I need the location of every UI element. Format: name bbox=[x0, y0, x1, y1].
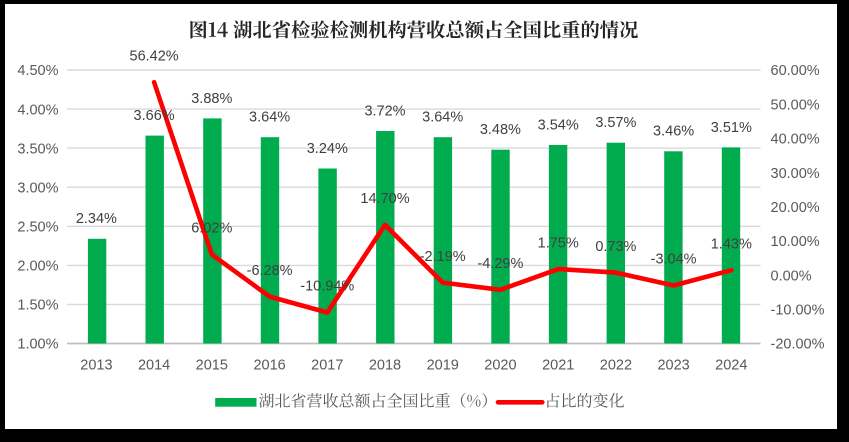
svg-text:3.72%: 3.72% bbox=[364, 103, 405, 119]
svg-text:-20.00%: -20.00% bbox=[771, 337, 825, 353]
svg-text:2013: 2013 bbox=[80, 358, 112, 374]
svg-text:1.75%: 1.75% bbox=[538, 235, 579, 251]
svg-text:3.51%: 3.51% bbox=[711, 120, 752, 136]
svg-text:6.02%: 6.02% bbox=[191, 221, 232, 237]
svg-text:3.00%: 3.00% bbox=[17, 180, 58, 196]
svg-text:14.70%: 14.70% bbox=[360, 191, 409, 207]
svg-text:3.66%: 3.66% bbox=[134, 108, 175, 124]
svg-text:1.43%: 1.43% bbox=[711, 236, 752, 252]
svg-text:3.64%: 3.64% bbox=[249, 110, 290, 126]
svg-text:2023: 2023 bbox=[657, 358, 689, 374]
svg-text:30.00%: 30.00% bbox=[771, 166, 820, 182]
svg-text:2021: 2021 bbox=[542, 358, 574, 374]
svg-text:2018: 2018 bbox=[369, 358, 401, 374]
svg-text:2.00%: 2.00% bbox=[17, 259, 58, 275]
svg-text:4.00%: 4.00% bbox=[17, 102, 58, 118]
svg-text:2.34%: 2.34% bbox=[76, 211, 117, 227]
svg-text:3.48%: 3.48% bbox=[480, 122, 521, 138]
svg-text:20.00%: 20.00% bbox=[771, 200, 820, 216]
svg-text:3.24%: 3.24% bbox=[307, 141, 348, 157]
svg-text:3.64%: 3.64% bbox=[422, 110, 463, 126]
svg-text:50.00%: 50.00% bbox=[771, 97, 820, 113]
svg-text:60.00%: 60.00% bbox=[771, 63, 820, 79]
svg-text:2014: 2014 bbox=[138, 358, 170, 374]
svg-text:3.54%: 3.54% bbox=[538, 117, 579, 133]
svg-text:3.46%: 3.46% bbox=[653, 124, 694, 140]
svg-text:40.00%: 40.00% bbox=[771, 132, 820, 148]
svg-text:0.73%: 0.73% bbox=[595, 239, 636, 255]
svg-text:-4.29%: -4.29% bbox=[477, 256, 523, 272]
svg-text:4.50%: 4.50% bbox=[17, 63, 58, 79]
svg-text:2017: 2017 bbox=[311, 358, 343, 374]
svg-text:2024: 2024 bbox=[715, 358, 747, 374]
svg-text:2019: 2019 bbox=[427, 358, 459, 374]
svg-text:10.00%: 10.00% bbox=[771, 234, 820, 250]
svg-text:0.00%: 0.00% bbox=[771, 268, 812, 284]
svg-text:3.50%: 3.50% bbox=[17, 141, 58, 157]
svg-text:2.50%: 2.50% bbox=[17, 220, 58, 236]
svg-text:2020: 2020 bbox=[484, 358, 516, 374]
svg-text:3.57%: 3.57% bbox=[595, 115, 636, 131]
svg-text:1.50%: 1.50% bbox=[17, 298, 58, 314]
svg-text:2016: 2016 bbox=[253, 358, 285, 374]
svg-text:-3.04%: -3.04% bbox=[651, 252, 697, 268]
svg-text:1.00%: 1.00% bbox=[17, 337, 58, 353]
svg-text:-2.19%: -2.19% bbox=[420, 249, 466, 265]
svg-text:3.88%: 3.88% bbox=[191, 91, 232, 107]
svg-text:2022: 2022 bbox=[600, 358, 632, 374]
svg-text:-10.94%: -10.94% bbox=[300, 279, 354, 295]
svg-text:-10.00%: -10.00% bbox=[771, 303, 825, 319]
svg-text:2015: 2015 bbox=[196, 358, 228, 374]
svg-text:56.42%: 56.42% bbox=[130, 48, 179, 64]
svg-text:-6.28%: -6.28% bbox=[247, 263, 293, 279]
